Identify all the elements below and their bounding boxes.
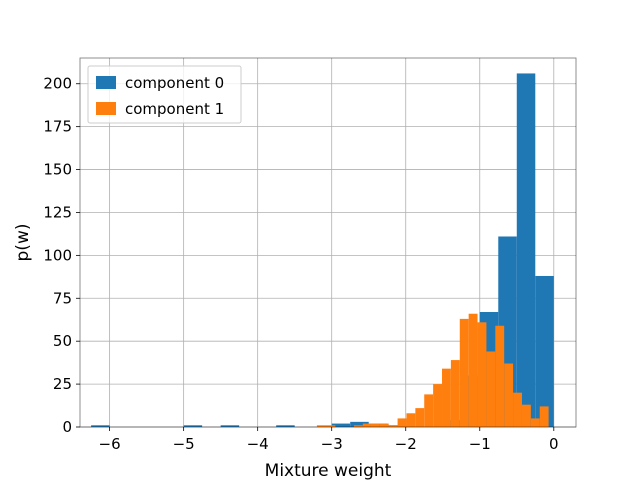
y-axis-label: p(w) bbox=[13, 224, 33, 262]
histogram-bars bbox=[91, 73, 554, 428]
histogram-bar bbox=[316, 425, 336, 427]
y-tick-label: 100 bbox=[43, 246, 72, 264]
x-tick-label: −6 bbox=[99, 435, 121, 453]
y-tick-label: 175 bbox=[43, 118, 72, 136]
histogram-bar bbox=[350, 421, 369, 427]
x-tick-label: −2 bbox=[395, 435, 417, 453]
grid-lines bbox=[80, 58, 576, 428]
y-tick-label: 25 bbox=[53, 375, 72, 393]
histogram-bar bbox=[513, 392, 522, 427]
x-tick-label: −1 bbox=[469, 435, 491, 453]
histogram-bar bbox=[220, 425, 240, 427]
histogram-bar bbox=[424, 394, 434, 427]
legend-box bbox=[87, 65, 242, 124]
x-axis-label: Mixture weight bbox=[265, 461, 392, 480]
histogram-bar bbox=[442, 368, 451, 427]
histogram-bar bbox=[504, 363, 514, 427]
histogram-bar bbox=[468, 313, 478, 427]
y-tick-label: 75 bbox=[53, 289, 72, 307]
histogram-bar bbox=[406, 413, 416, 427]
histogram-bar bbox=[477, 322, 487, 427]
legend-label: component 1 bbox=[125, 100, 224, 118]
histogram-bar bbox=[91, 425, 110, 427]
legend-swatch bbox=[96, 76, 116, 89]
histogram-bar bbox=[521, 404, 531, 427]
histogram-bar bbox=[495, 325, 505, 427]
histogram-bar bbox=[535, 275, 554, 427]
y-tick-label: 150 bbox=[43, 161, 72, 179]
histogram-bar bbox=[183, 425, 203, 427]
histogram-bar bbox=[331, 423, 351, 427]
histogram-bar bbox=[276, 425, 295, 427]
histogram-bar bbox=[516, 73, 536, 428]
histogram-bar bbox=[486, 351, 496, 427]
histogram-bar bbox=[530, 418, 540, 427]
histogram-bar bbox=[433, 384, 443, 427]
histogram-bar bbox=[415, 408, 425, 427]
histogram-bar bbox=[353, 425, 363, 427]
x-tick-label: −5 bbox=[173, 435, 195, 453]
x-tick-label: 0 bbox=[549, 435, 559, 453]
plot-frame bbox=[79, 57, 577, 428]
histogram-bar bbox=[450, 360, 460, 427]
legend-label: component 0 bbox=[125, 74, 224, 92]
legend-swatch bbox=[96, 102, 116, 115]
y-tick-label: 200 bbox=[43, 75, 72, 93]
histogram-bar bbox=[459, 318, 469, 427]
histogram-bar bbox=[362, 423, 371, 427]
legend: component 0 component 1 bbox=[87, 65, 242, 124]
y-tick-label: 0 bbox=[62, 418, 72, 436]
histogram-bar bbox=[539, 406, 549, 427]
x-tick-label: −4 bbox=[247, 435, 269, 453]
histogram-bar bbox=[397, 418, 407, 427]
histogram-bar bbox=[379, 423, 389, 427]
series-1-bars bbox=[316, 313, 549, 427]
x-tick-label: −3 bbox=[321, 435, 343, 453]
histogram-bar bbox=[370, 423, 380, 427]
y-tick-label: 50 bbox=[53, 332, 72, 350]
y-tick-label: 125 bbox=[43, 203, 72, 221]
axis-ticks: −6 −5 −4 −3 −2 −1 0 0 25 50 75 100 125 150 175 200 bbox=[43, 75, 558, 453]
histogram-bar bbox=[388, 425, 398, 427]
